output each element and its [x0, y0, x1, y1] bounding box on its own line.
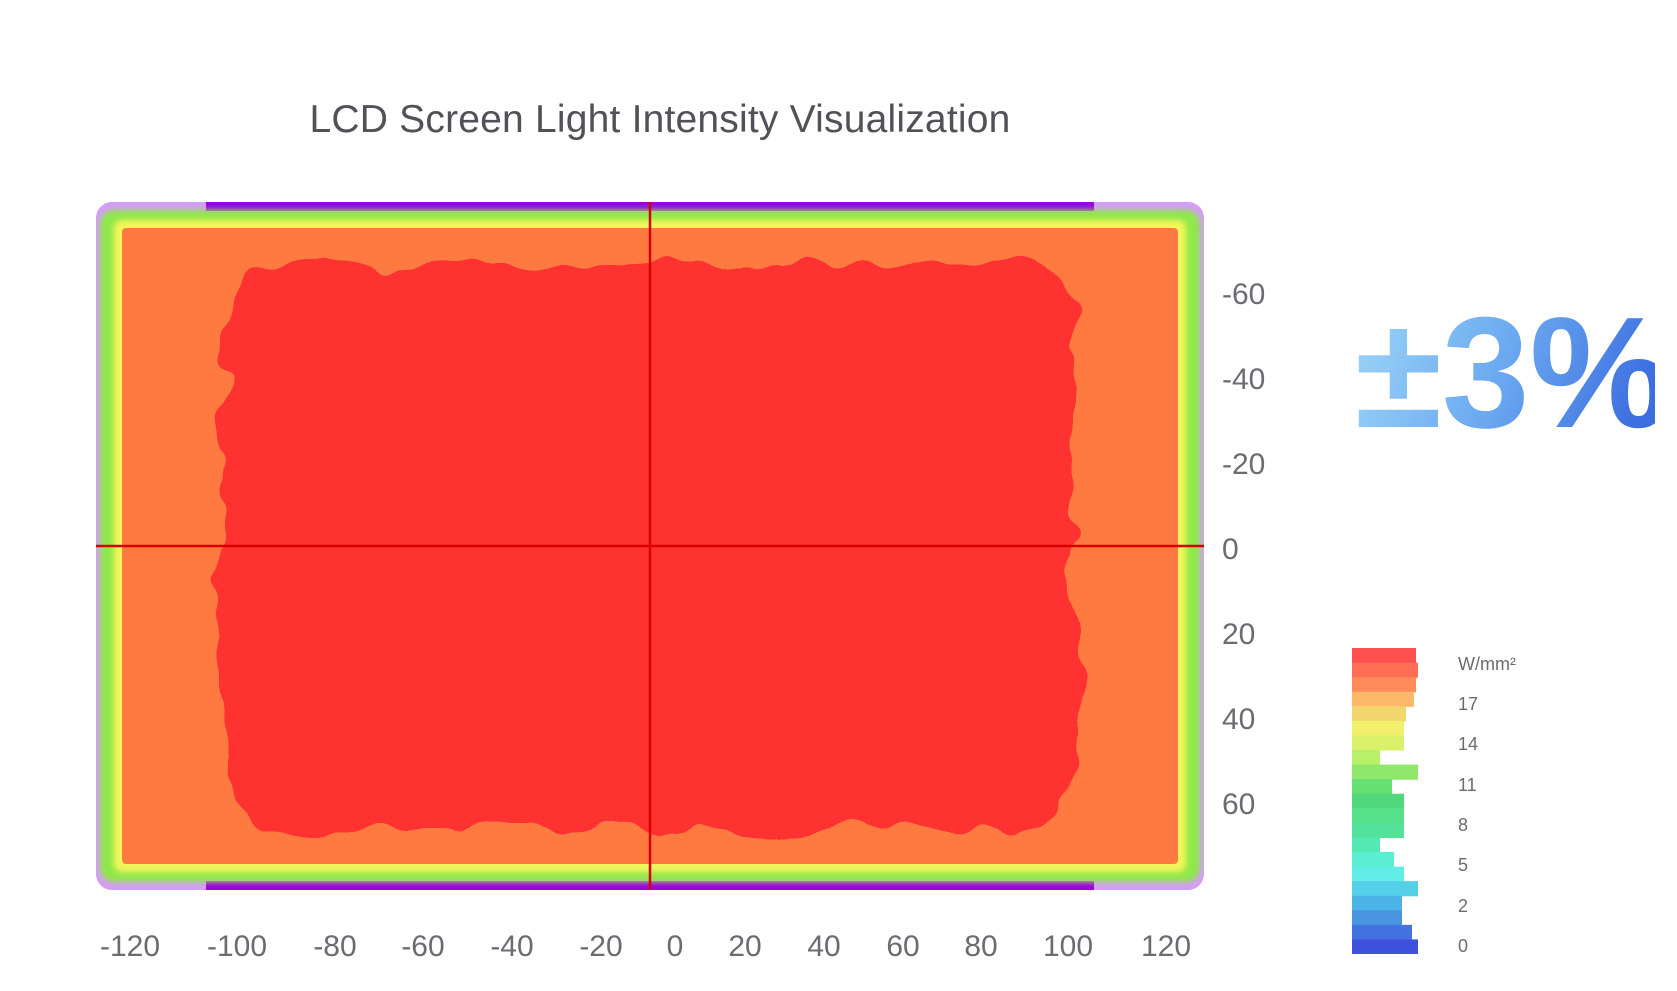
- y-tick-label: -60: [1222, 278, 1266, 311]
- legend-swatch: [1352, 720, 1404, 737]
- y-tick-label: 40: [1222, 703, 1256, 736]
- legend-swatch: [1352, 677, 1416, 693]
- legend-tick-label: 17: [1458, 694, 1479, 714]
- x-tick-label: -120: [99, 930, 161, 963]
- legend-bar: [1352, 648, 1418, 955]
- heatmap-svg: [96, 202, 1204, 890]
- x-tick-label: -60: [401, 930, 445, 963]
- legend-swatch: [1352, 662, 1418, 678]
- x-tick-label: -100: [206, 930, 268, 963]
- legend-swatch: [1352, 939, 1418, 955]
- x-tick-label: 20: [728, 930, 762, 963]
- legend-swatch: [1352, 866, 1404, 882]
- heatmap-plot: [96, 202, 1204, 890]
- legend-swatch: [1352, 881, 1418, 897]
- x-tick-label: -20: [579, 930, 623, 963]
- legend-swatch: [1352, 735, 1404, 751]
- legend-swatch: [1352, 750, 1380, 766]
- color-legend: [1352, 648, 1452, 955]
- legend-swatch: [1352, 822, 1404, 839]
- y-tick-label: -40: [1222, 363, 1266, 396]
- y-tick-label: 0: [1222, 533, 1239, 566]
- legend-swatch: [1352, 924, 1412, 941]
- legend-swatch: [1352, 910, 1402, 926]
- x-tick-label: 100: [1042, 930, 1094, 963]
- chart-title: LCD Screen Light Intensity Visualization: [309, 98, 1011, 141]
- legend-swatch: [1352, 793, 1404, 809]
- legend-swatch: [1352, 837, 1380, 853]
- x-tick-label: 0: [666, 930, 684, 963]
- legend-tick-label: 8: [1458, 814, 1469, 835]
- x-tick-label: 120: [1140, 930, 1192, 963]
- legend-tick-label: 0: [1458, 935, 1469, 956]
- x-tick-label: 60: [886, 930, 920, 963]
- legend-swatch: [1352, 808, 1404, 824]
- y-tick-label: -20: [1222, 448, 1266, 481]
- legend-swatch: [1352, 648, 1416, 664]
- tolerance-svg: ±3%: [1355, 285, 1670, 461]
- legend-unit: W/mm²: [1458, 654, 1516, 674]
- tolerance-badge: ±3%: [1355, 285, 1670, 461]
- legend-swatch: [1352, 691, 1414, 707]
- legend-swatch: [1352, 895, 1402, 911]
- legend-tick-label: 5: [1458, 855, 1469, 876]
- x-tick-label: -40: [490, 930, 534, 963]
- legend-tick-label: 11: [1458, 774, 1477, 795]
- legend-swatch: [1352, 852, 1394, 868]
- y-tick-label: 20: [1222, 618, 1256, 651]
- x-tick-label: 40: [807, 930, 841, 963]
- y-tick-label: 60: [1222, 788, 1256, 821]
- x-tick-label: -80: [313, 930, 357, 963]
- legend-swatch: [1352, 764, 1418, 780]
- x-tick-label: 80: [964, 930, 998, 963]
- legend-swatch: [1352, 706, 1406, 722]
- tolerance-text: ±3%: [1355, 295, 1655, 445]
- legend-swatch: [1352, 779, 1392, 795]
- legend-tick-label: 14: [1458, 734, 1479, 755]
- legend-tick-label: 2: [1458, 895, 1469, 916]
